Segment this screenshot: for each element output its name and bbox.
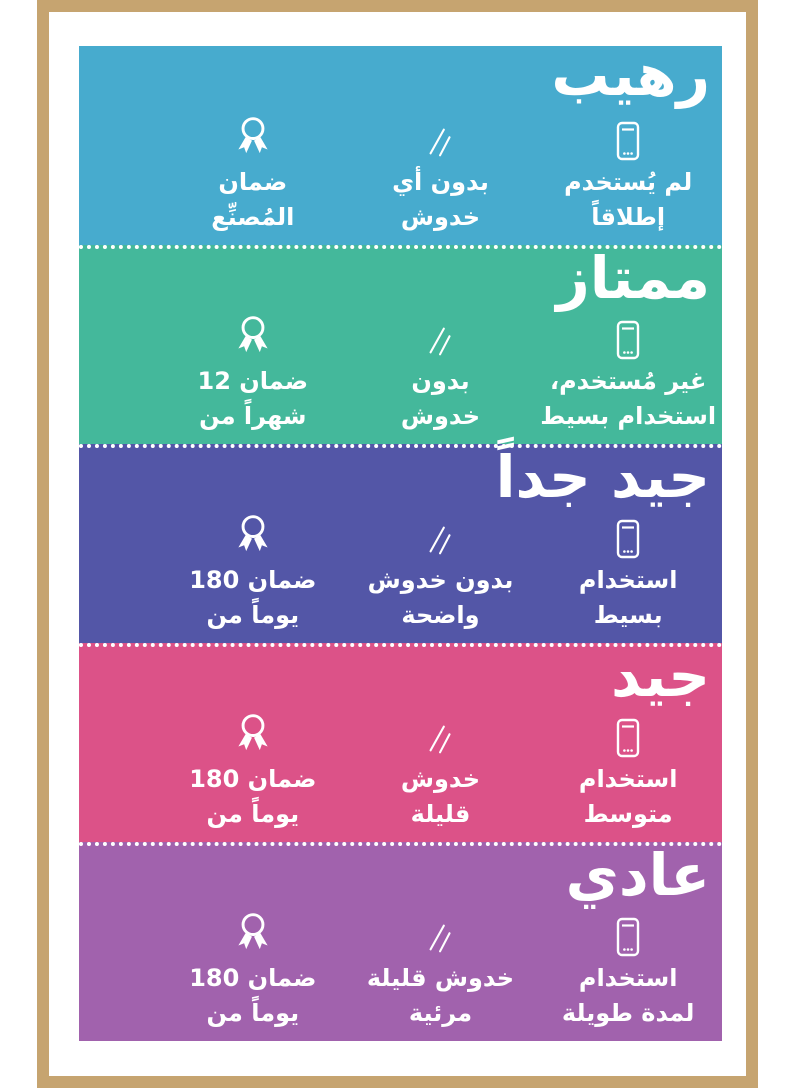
usage-text: لمدة طويلة xyxy=(561,999,695,1027)
warranty-text: ضمان 180 xyxy=(189,964,317,992)
feature-columns: غير مُستخدم، استخدام بسيط بدون خدوش ضمان… xyxy=(79,306,722,434)
warranty-text: ضمان 180 xyxy=(189,566,317,594)
usage-column: استخدام بسيط xyxy=(534,505,722,633)
usage-column: استخدام متوسط xyxy=(534,704,722,832)
band-fair: عادي استخدام لمدة طويلة خدوش قليلة مرئية xyxy=(79,842,722,1041)
phone-icon xyxy=(534,704,722,758)
medal-icon xyxy=(159,704,347,758)
usage-column: استخدام لمدة طويلة xyxy=(534,903,722,1031)
feature-columns: استخدام متوسط خدوش قليلة ضمان 180 يوماً … xyxy=(79,704,722,832)
warranty-text: ضمان 12 xyxy=(197,367,309,395)
scratches-icon xyxy=(347,505,535,559)
warranty-text: المُصنِّع xyxy=(211,203,295,231)
usage-text: بسيط xyxy=(593,601,663,629)
grade-bands: رهيب لم يُستخدم إطلاقاً بدون أي خدوش xyxy=(79,41,722,1041)
usage-text: إطلاقاً xyxy=(591,203,666,231)
warranty-column: ضمان 180 يوماً من xyxy=(159,903,347,1031)
usage-text: استخدام xyxy=(578,765,678,793)
usage-text: استخدام xyxy=(578,566,678,594)
scratches-text: بدون خدوش xyxy=(367,566,514,594)
grade-title: رهيب xyxy=(551,41,710,109)
scratches-column: بدون أي خدوش xyxy=(347,107,535,235)
band-very-good: جيد جداً استخدام بسيط بدون خدوش واضحة xyxy=(79,444,722,643)
medal-icon xyxy=(159,107,347,161)
warranty-text: ضمان xyxy=(218,168,288,196)
band-excellent: ممتاز غير مُستخدم، استخدام بسيط بدون خدو… xyxy=(79,245,722,444)
warranty-column: ضمان 180 يوماً من xyxy=(159,704,347,832)
band-good: جيد استخدام متوسط خدوش قليلة xyxy=(79,643,722,842)
scratches-text: واضحة xyxy=(401,601,480,629)
warranty-text: شهراً من xyxy=(199,402,307,430)
scratches-text: بدون أي xyxy=(392,168,489,196)
warranty-column: ضمان 12 شهراً من xyxy=(159,306,347,434)
phone-icon xyxy=(534,306,722,360)
grade-title: جيد xyxy=(611,642,710,710)
phone-icon xyxy=(534,505,722,559)
usage-text: لم يُستخدم xyxy=(564,168,693,196)
scratches-icon xyxy=(347,704,535,758)
grade-title: جيد جداً xyxy=(495,443,710,511)
scratches-icon xyxy=(347,903,535,957)
grade-title: عادي xyxy=(565,841,710,909)
usage-text: استخدام xyxy=(578,964,678,992)
medal-icon xyxy=(159,306,347,360)
scratches-text: خدوش xyxy=(400,765,481,793)
decorative-frame xyxy=(37,0,758,1088)
medal-icon xyxy=(159,903,347,957)
feature-columns: استخدام لمدة طويلة خدوش قليلة مرئية ضمان… xyxy=(79,903,722,1031)
scratches-text: خدوش xyxy=(400,402,481,430)
scratches-icon xyxy=(347,306,535,360)
band-awesome: رهيب لم يُستخدم إطلاقاً بدون أي خدوش xyxy=(79,41,722,245)
warranty-text: يوماً من xyxy=(206,601,300,629)
scratches-column: بدون خدوش واضحة xyxy=(347,505,535,633)
scratches-column: خدوش قليلة مرئية xyxy=(347,903,535,1031)
feature-columns: لم يُستخدم إطلاقاً بدون أي خدوش ضمان الم… xyxy=(79,107,722,235)
medal-icon xyxy=(159,505,347,559)
scratches-icon xyxy=(347,107,535,161)
scratches-column: بدون خدوش xyxy=(347,306,535,434)
warranty-text: ضمان 180 xyxy=(189,765,317,793)
usage-column: لم يُستخدم إطلاقاً xyxy=(534,107,722,235)
scratches-text: قليلة xyxy=(410,800,471,828)
scratches-text: بدون xyxy=(411,367,470,395)
usage-column: غير مُستخدم، استخدام بسيط xyxy=(534,306,722,434)
warranty-text: يوماً من xyxy=(206,999,300,1027)
warranty-text: يوماً من xyxy=(206,800,300,828)
phone-icon xyxy=(534,107,722,161)
usage-text: غير مُستخدم، xyxy=(549,367,707,395)
phone-icon xyxy=(534,903,722,957)
grade-title: ممتاز xyxy=(556,244,710,312)
scratches-text: خدوش قليلة xyxy=(366,964,515,992)
warranty-column: ضمان المُصنِّع xyxy=(159,107,347,235)
scratches-text: خدوش xyxy=(400,203,481,231)
feature-columns: استخدام بسيط بدون خدوش واضحة ضمان 180 يو… xyxy=(79,505,722,633)
warranty-column: ضمان 180 يوماً من xyxy=(159,505,347,633)
scratches-column: خدوش قليلة xyxy=(347,704,535,832)
usage-text: متوسط xyxy=(583,800,673,828)
scratches-text: مرئية xyxy=(408,999,473,1027)
usage-text: استخدام بسيط xyxy=(540,402,717,430)
